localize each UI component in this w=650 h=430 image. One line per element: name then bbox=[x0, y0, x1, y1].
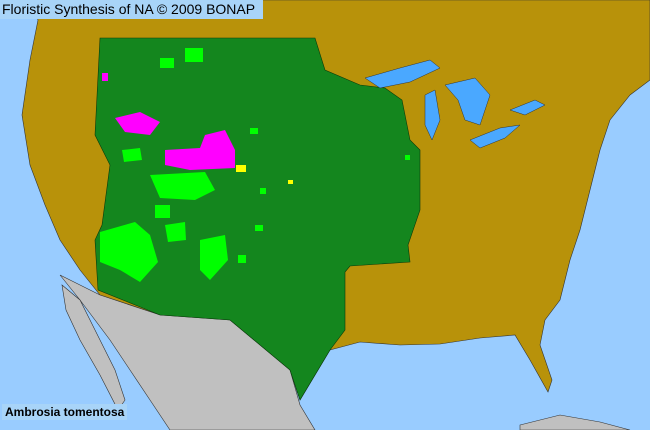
map-title: Floristic Synthesis of NA © 2009 BONAP bbox=[0, 0, 264, 19]
species-label: Ambrosia tomentosa bbox=[2, 404, 128, 420]
noxious-counties bbox=[102, 73, 235, 170]
range-present bbox=[94, 37, 421, 401]
great-lakes bbox=[364, 59, 546, 149]
range-counties bbox=[100, 48, 410, 282]
adventive-counties bbox=[236, 165, 293, 184]
cuba bbox=[519, 414, 631, 430]
